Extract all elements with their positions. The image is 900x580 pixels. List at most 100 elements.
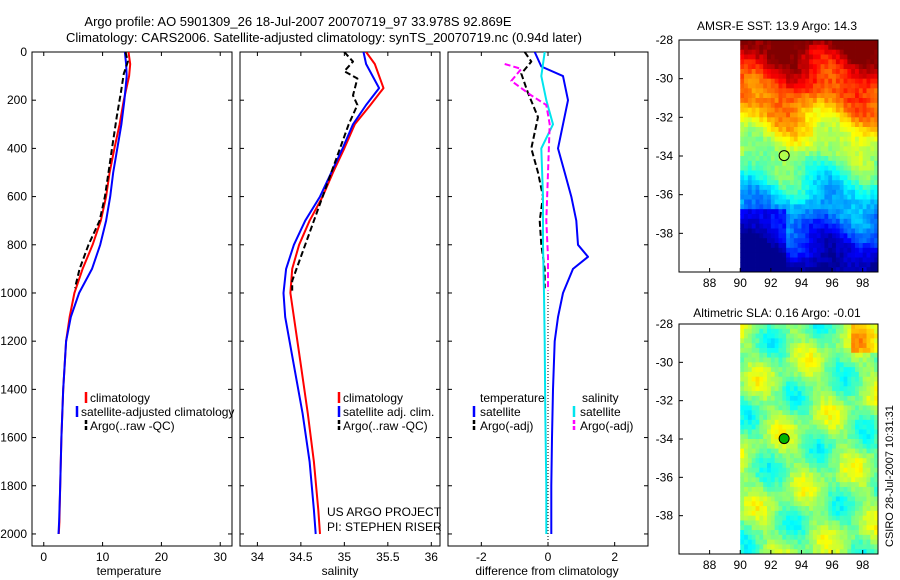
map-cell [740,223,745,229]
map-cell [751,127,756,133]
map-cell [824,400,829,406]
map-cell [782,443,787,449]
map-cell [740,347,745,354]
map-cell [801,482,806,488]
map-cell [774,391,779,397]
map-cell [740,44,745,51]
map-cell [809,243,814,249]
map-cell [835,233,841,239]
map-cell [770,160,776,167]
map-cell [778,117,783,123]
map-cell [759,218,764,225]
map-cell [858,64,864,70]
map-cell [782,223,787,229]
map-cell [816,549,821,555]
map-cell [747,429,753,435]
map-cell [755,262,760,268]
map-cell [805,194,810,200]
map-cell [755,525,760,531]
map-cell [782,141,787,147]
temperature-legend: climatology satellite-adjusted climatolo… [75,391,234,433]
map-cell [793,180,799,186]
map-cell [805,257,810,263]
map-cell [744,204,749,210]
map-cell [793,400,799,406]
map-cell [805,482,810,488]
map-cell [789,439,795,445]
map-cell [874,534,879,541]
map-cell [805,180,810,186]
map-cell [767,93,772,99]
map-cell [839,156,844,162]
map-cell [755,371,760,378]
map-cell [820,357,825,363]
map-cell [832,127,837,133]
map-cell [774,141,779,147]
map-cell [763,243,768,249]
map-cell [816,175,821,181]
map-cell [789,415,795,421]
map-cell [855,539,860,545]
map-cell [816,486,821,493]
map-cell [866,515,871,521]
map-cell [797,78,802,84]
map-cell [770,252,776,258]
map-cell [797,267,802,273]
map-cell [851,252,856,258]
map-cell [789,477,795,483]
map-cell [809,127,814,133]
map-cell [793,175,799,181]
map-cell [805,209,810,215]
map-cell [824,343,829,349]
map-cell [828,98,833,104]
map-cell [870,122,875,128]
map-cell [744,189,749,196]
map-cell [832,189,837,196]
map-cell [839,506,844,512]
map-cell [789,501,795,507]
map-cell [835,324,841,330]
map-cell [828,515,833,521]
map-cell [782,410,787,416]
map-cell [847,185,852,191]
map-cell [786,424,791,430]
project-label: US ARGO PROJECT [327,505,442,519]
map-cell [835,127,841,133]
map-cell [809,405,814,411]
map-cell [801,520,806,526]
map-cell [774,376,779,382]
map-cell [755,405,760,411]
map-cell [870,448,875,454]
map-cell [789,486,795,493]
map-cell [801,386,806,392]
map-cell [855,194,860,200]
map-cell [828,107,833,113]
map-cell [820,59,825,65]
map-cell [862,257,867,263]
map-cell [763,496,768,502]
map-cell [805,525,810,531]
map-cell [751,400,756,406]
map-cell [744,324,749,330]
map-cell [747,102,753,109]
map-cell [801,141,806,147]
map-cell [862,146,867,152]
map-cell [789,347,795,354]
map-cell [820,247,825,254]
map-cell [767,185,772,191]
map-cell [744,357,749,363]
map-cell [828,496,833,502]
map-cell [740,102,745,109]
map-cell [828,534,833,541]
map-cell [797,419,802,426]
map-cell [789,443,795,449]
map-cell [851,410,856,416]
map-cell [782,544,787,550]
map-cell [870,252,875,258]
map-cell [874,194,879,200]
map-cell [851,343,856,349]
temperature-series [57,52,132,535]
map-cell [793,544,799,550]
map-cell [847,472,852,478]
map-cell [751,515,756,521]
